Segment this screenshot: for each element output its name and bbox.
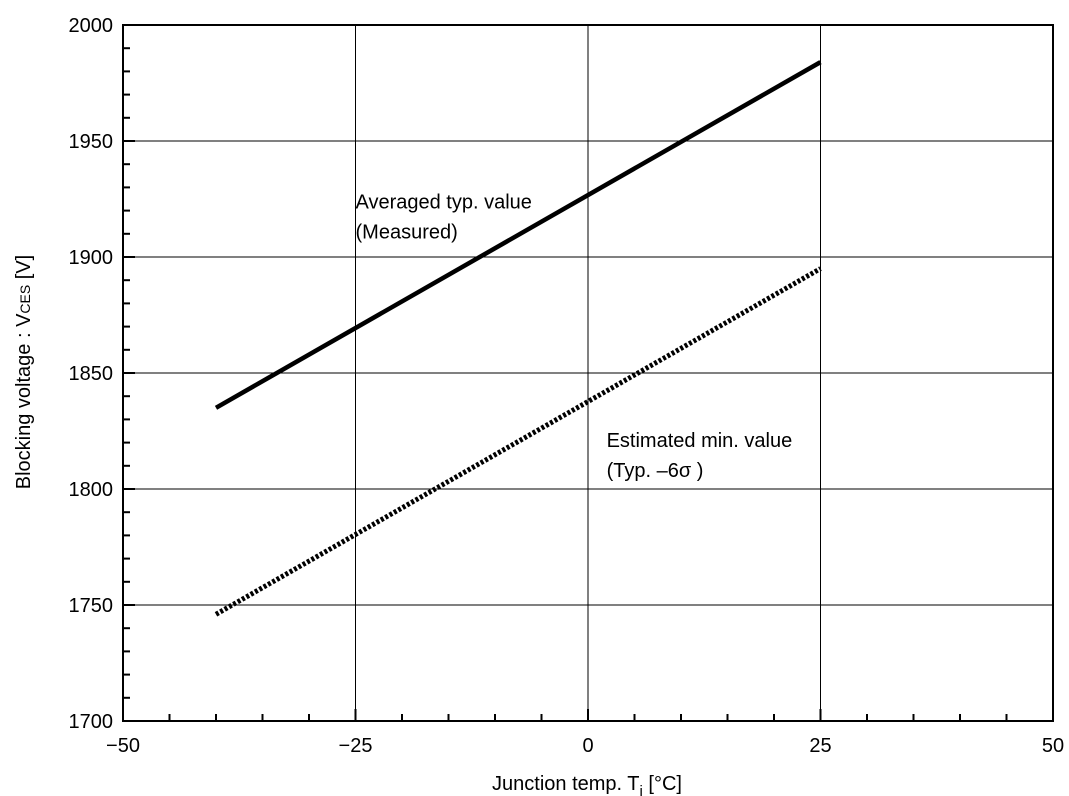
series-line-2 (214, 266, 822, 617)
y-axis-label-unit: [V] (13, 255, 35, 285)
y-tick-label: 1750 (69, 595, 114, 617)
x-axis-label-main: Junction temp. T (492, 773, 639, 795)
series-group (214, 60, 822, 617)
x-tick-label: −50 (106, 735, 140, 757)
y-tick-label: 2000 (69, 15, 114, 37)
x-tick-label: 25 (809, 735, 831, 757)
x-tick-label: 50 (1042, 735, 1064, 757)
annotation-line: Estimated min. value (607, 430, 793, 452)
annotation-2: Estimated min. value (Typ. –6σ ) (607, 430, 793, 482)
annotation-line: (Measured) (356, 221, 458, 243)
y-tick-label: 1950 (69, 131, 114, 153)
y-axis-label: Blocking voltage : VCES [V] (13, 255, 35, 489)
x-axis-label-sub: j (639, 783, 643, 796)
x-axis-label-unit: [°C] (643, 773, 682, 795)
tick-marks (122, 24, 1054, 722)
y-tick-labels: 1700 1750 1800 1850 1900 1950 2000 (69, 15, 114, 733)
y-tick-label: 1900 (69, 247, 114, 269)
x-tick-label: −25 (339, 735, 373, 757)
y-axis-label-sub: CES (17, 285, 33, 314)
annotations: Averaged typ. value (Measured) Estimated m… (356, 191, 793, 482)
y-tick-label: 1700 (69, 711, 114, 733)
y-tick-label: 1800 (69, 479, 114, 501)
series-line-1 (214, 60, 822, 410)
annotation-line: Averaged typ. value (356, 191, 532, 213)
annotation-1: Averaged typ. value (Measured) (356, 191, 532, 243)
x-tick-label: 0 (582, 735, 593, 757)
y-tick-label: 1850 (69, 363, 114, 385)
grid (123, 25, 1053, 721)
y-axis-label-main: Blocking voltage : V (13, 313, 35, 489)
x-axis-label: Junction temp. Tj [°C] (492, 773, 682, 796)
annotation-line: (Typ. –6σ ) (607, 460, 704, 482)
x-tick-labels: −50 −25 0 25 50 (106, 735, 1064, 757)
